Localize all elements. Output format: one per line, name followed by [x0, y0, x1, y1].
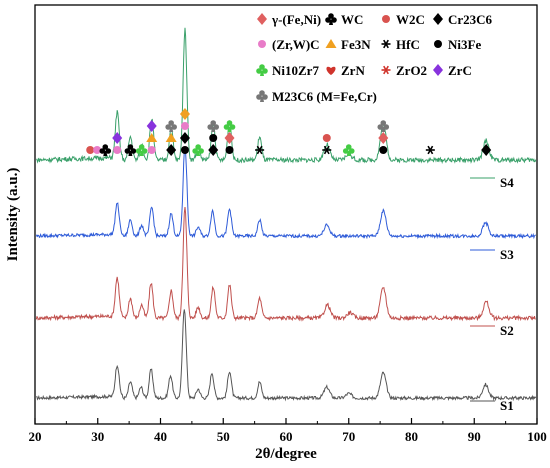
legend-marker-6	[381, 39, 391, 49]
series-label-S4: S4	[500, 175, 514, 190]
x-tick-label-20: 20	[29, 429, 42, 444]
legend-label-3: Cr23C6	[448, 12, 493, 27]
peak-marker-S4-10-2	[208, 144, 219, 156]
series-label-S2: S2	[500, 323, 514, 338]
peak-marker-S4-8-1	[180, 122, 189, 130]
legend-marker-4	[258, 40, 266, 48]
peak-marker-S4-1-0	[93, 146, 102, 154]
series-line-S1	[36, 309, 537, 402]
peak-marker-S4-7-2	[166, 144, 177, 156]
peak-marker-S4-6-2	[147, 146, 156, 154]
legend-label-10: ZrO2	[396, 63, 427, 78]
series-line-S4	[36, 27, 537, 165]
y-axis-title: Intensity (a.u.)	[5, 168, 21, 262]
peak-marker-S4-15-0	[377, 120, 390, 132]
x-tick-label-30: 30	[91, 429, 104, 444]
series-label-S3: S3	[500, 247, 514, 262]
series-label-S1: S1	[500, 398, 514, 413]
legend-marker-2	[382, 15, 390, 23]
peak-marker-S4-8-2	[179, 132, 190, 144]
legend-label-2: W2C	[396, 12, 425, 27]
legend-label-5: Fe3N	[341, 37, 371, 52]
series-line-S2	[35, 206, 536, 322]
peak-marker-S4-3-0	[112, 132, 123, 144]
x-tick-label-70: 70	[342, 429, 355, 444]
legend-label-9: ZrN	[341, 63, 365, 78]
x-ticks: 20 30 40 50 60 70 80 90 100	[29, 418, 547, 444]
x-tick-label-40: 40	[154, 429, 167, 444]
legend-label-8: Ni10Zr7	[272, 63, 319, 78]
x-tick-label-50: 50	[217, 429, 230, 444]
peak-marker-S4-10-0	[207, 120, 220, 132]
curves-layer	[35, 27, 537, 402]
legend-label-4: (Zr,W)C	[272, 37, 320, 52]
peak-marker-S4-11-2	[225, 146, 234, 154]
peak-marker-S4-14-0	[342, 144, 355, 156]
peak-marker-S4-9-0	[192, 144, 204, 156]
peak-marker-S4-13-0	[322, 134, 331, 142]
legend-marker-5	[325, 39, 337, 48]
legend-marker-9	[326, 66, 336, 75]
peak-marker-S4-15-1	[378, 132, 389, 144]
legend-label-7: Ni3Fe	[448, 37, 481, 52]
peak-marker-S4-15-2	[379, 146, 388, 154]
peak-marker-S4-7-1	[165, 133, 177, 142]
x-tick-label-90: 90	[468, 429, 481, 444]
x-tick-label-60: 60	[280, 429, 293, 444]
legend-marker-8	[256, 64, 268, 76]
legend-label-1: WC	[341, 12, 363, 27]
x-axis-title: 2θ/degree	[255, 446, 317, 462]
peak-marker-S4-13-1	[322, 145, 332, 155]
peak-marker-S4-8-3	[180, 146, 189, 154]
markers-layer	[86, 108, 492, 156]
peak-marker-S4-6-1	[146, 133, 158, 142]
legend-label-6: HfC	[396, 37, 420, 52]
legend-label-0: γ-(Fe,Ni)	[271, 12, 321, 27]
peak-marker-S4-11-1	[224, 132, 235, 144]
series-line-S3	[35, 146, 537, 240]
legend-marker-11	[433, 64, 443, 76]
peak-marker-S4-8-0	[179, 108, 190, 120]
peak-marker-S4-3-1	[113, 146, 122, 154]
legend-marker-0	[257, 13, 267, 25]
peak-marker-S4-12-0	[255, 145, 265, 155]
legend-marker-1	[325, 13, 337, 25]
peak-marker-S4-16-0	[425, 145, 435, 155]
x-tick-label-80: 80	[405, 429, 418, 444]
peak-marker-S4-10-1	[209, 134, 218, 142]
legend-marker-3	[433, 13, 443, 25]
legend-marker-7	[434, 40, 442, 48]
legend-marker-10	[381, 65, 391, 75]
peak-marker-S4-2-0	[99, 144, 112, 156]
legend-label-11: ZrC	[448, 63, 472, 78]
legend-marker-12	[256, 90, 268, 102]
peak-marker-S4-6-0	[146, 120, 157, 132]
peak-marker-S4-17-0	[481, 144, 492, 156]
legend-label-12: M23C6 (M=Fe,Cr)	[272, 89, 377, 104]
peak-marker-S4-11-0	[223, 120, 236, 132]
x-tick-label-100: 100	[527, 429, 547, 444]
series-labels: S1 S2 S3 S4	[470, 175, 514, 413]
peak-marker-S4-7-0	[165, 120, 177, 132]
peak-marker-S4-5-0	[135, 144, 148, 156]
legend: γ-(Fe,Ni) WC W2C Cr23C6 (Zr,W)C Fe3N HfC Ni3Fe N…	[256, 12, 493, 104]
peak-marker-S4-4-0	[124, 144, 137, 156]
peak-marker-S4-0-0	[86, 146, 95, 154]
